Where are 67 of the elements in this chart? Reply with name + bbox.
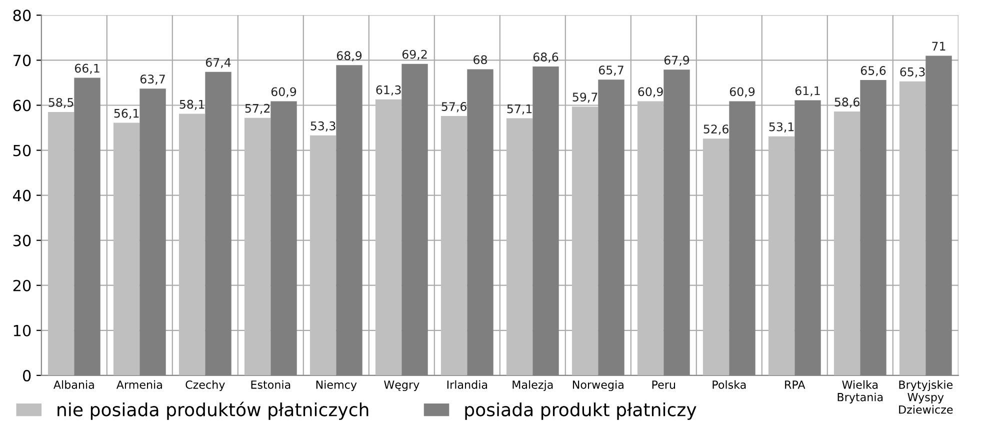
data-label: 57,6 <box>442 102 466 112</box>
bar <box>702 138 730 376</box>
data-label: 66,1 <box>74 64 100 74</box>
x-tick-label: Estonia <box>251 380 290 389</box>
data-label: 68 <box>474 55 487 64</box>
data-label: 67,4 <box>206 58 231 68</box>
x-tick-label: Brytyjskie Wyspy Dziewicze <box>899 380 953 414</box>
data-label: 57,1 <box>507 104 532 114</box>
data-label: 68,9 <box>336 51 362 62</box>
data-label: 61,3 <box>376 85 401 96</box>
x-tick-label: RPA <box>785 380 806 389</box>
data-label: 58,5 <box>48 98 74 108</box>
y-tick-label: 50 <box>13 144 31 156</box>
x-tick-label: Malezja <box>512 380 553 392</box>
data-label: 59,7 <box>572 92 598 103</box>
data-label: 68,6 <box>533 52 558 63</box>
data-label: 58,1 <box>180 100 204 110</box>
y-tick-label: 20 <box>13 280 31 292</box>
data-label: 53,1 <box>769 122 794 132</box>
data-label: 60,9 <box>271 87 296 98</box>
data-label: 58,6 <box>834 98 860 108</box>
x-tick-label: Norwegia <box>572 380 624 392</box>
data-label: 56,1 <box>114 108 139 119</box>
data-label: 69,2 <box>402 50 427 60</box>
x-tick-label: Albania <box>54 380 94 389</box>
y-tick-label: 70 <box>14 54 31 66</box>
bar <box>178 114 206 376</box>
bar <box>310 135 336 376</box>
x-tick-label: Polska <box>712 380 746 389</box>
data-label: 67,9 <box>664 56 690 66</box>
data-label: 52,6 <box>704 124 728 135</box>
bar <box>440 116 468 376</box>
y-tick-label: 80 <box>13 10 31 22</box>
legend-label: nie posiada produktów płatniczych <box>58 402 368 420</box>
data-label: 57,2 <box>245 104 270 114</box>
y-tick-label: 0 <box>22 370 31 382</box>
bar <box>506 118 533 376</box>
data-label: 60,9 <box>638 87 663 98</box>
bar <box>113 122 140 376</box>
data-label: 71 <box>932 42 946 50</box>
x-tick-label: Wielka Brytania <box>838 380 883 404</box>
x-tick-label: Irlandia <box>447 380 488 389</box>
data-label: 65,7 <box>598 66 624 76</box>
bar <box>572 106 598 376</box>
bar <box>244 118 271 376</box>
bar <box>375 99 402 376</box>
data-label: 61,1 <box>795 86 820 96</box>
x-tick-label: Węgry <box>384 380 420 392</box>
y-tick-label: 30 <box>13 234 31 246</box>
bar <box>637 101 664 376</box>
bar <box>899 81 926 376</box>
bar <box>834 112 860 376</box>
data-label: 60,9 <box>730 87 755 98</box>
data-label: 65,3 <box>900 67 925 78</box>
data-label: 63,7 <box>140 74 165 85</box>
y-tick-label: 10 <box>14 324 31 336</box>
bar <box>48 112 74 376</box>
bar <box>768 136 795 376</box>
x-tick-label: Czechy <box>186 380 225 392</box>
legend-label: posiada produkt płatniczy <box>465 402 696 420</box>
x-tick-label: Peru <box>652 380 676 389</box>
y-tick-label: 40 <box>12 190 31 202</box>
x-tick-label: Armenia <box>116 380 162 389</box>
y-tick-label: 60 <box>13 100 31 112</box>
data-label: 65,6 <box>860 66 886 76</box>
x-tick-label: Niemcy <box>316 380 357 392</box>
data-label: 53,3 <box>310 121 336 132</box>
